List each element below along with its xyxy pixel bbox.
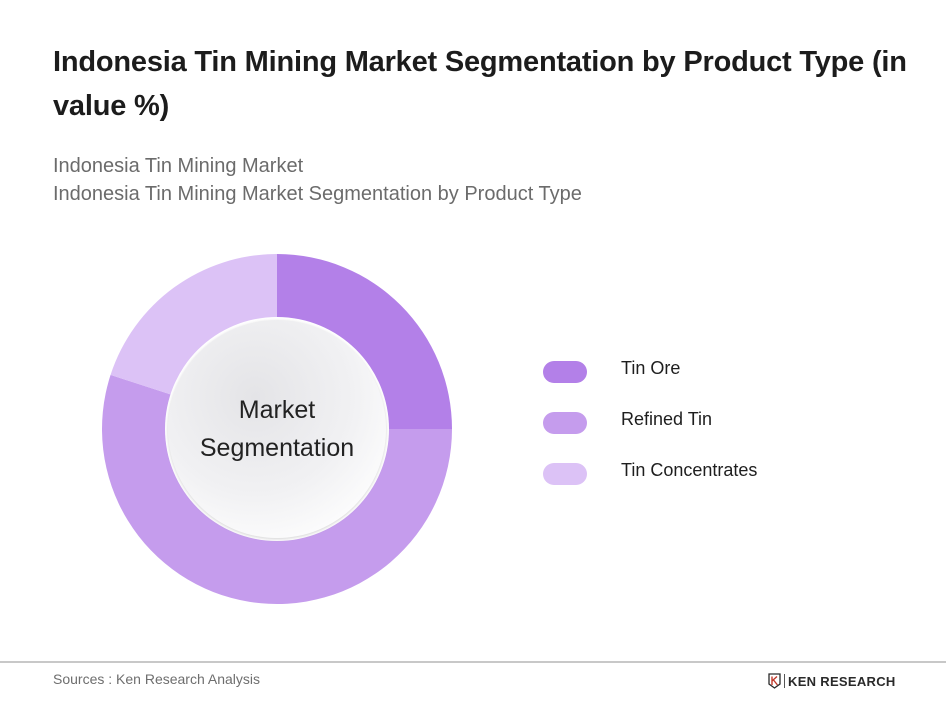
chart-title: Indonesia Tin Mining Market Segmentation… (53, 46, 907, 122)
subtitle-line-1: Indonesia Tin Mining Market (53, 155, 304, 177)
donut-slice-tin-concentrates[interactable] (110, 254, 277, 396)
chart-legend: Tin Ore Refined Tin Tin Concentrates (543, 358, 757, 515)
donut-chart: Market Segmentation (100, 252, 454, 606)
legend-label: Refined Tin (621, 409, 713, 429)
legend-swatch-tin-ore (543, 361, 587, 383)
legend-label: Tin Ore (621, 358, 681, 378)
legend-label: Tin Concentrates (621, 460, 758, 480)
legend-swatch-refined-tin (543, 412, 587, 434)
donut-center-disc (168, 320, 386, 538)
legend-swatch-tin-concentrates (543, 463, 587, 485)
footer-divider (0, 661, 946, 663)
legend-item-refined-tin[interactable]: Refined Tin (543, 409, 712, 434)
legend-item-tin-concentrates[interactable]: Tin Concentrates (543, 460, 757, 485)
brand-divider (784, 674, 785, 688)
donut-slice-refined-tin[interactable] (101, 374, 452, 604)
subtitle-line-2: Indonesia Tin Mining Market Segmentation… (53, 183, 582, 205)
source-note: Sources : Ken Research Analysis (53, 671, 260, 687)
donut-slice-tin-ore[interactable] (277, 254, 452, 429)
chart-subtitle: Indonesia Tin Mining Market Indonesia Ti… (53, 152, 582, 208)
donut-slices (101, 254, 452, 604)
ken-research-logo-icon (768, 673, 781, 689)
donut-chart-svg (101, 254, 452, 604)
legend-item-tin-ore[interactable]: Tin Ore (543, 358, 680, 383)
brand-name: KEN RESEARCH (788, 673, 896, 689)
brand-logo: KEN RESEARCH (768, 673, 896, 689)
